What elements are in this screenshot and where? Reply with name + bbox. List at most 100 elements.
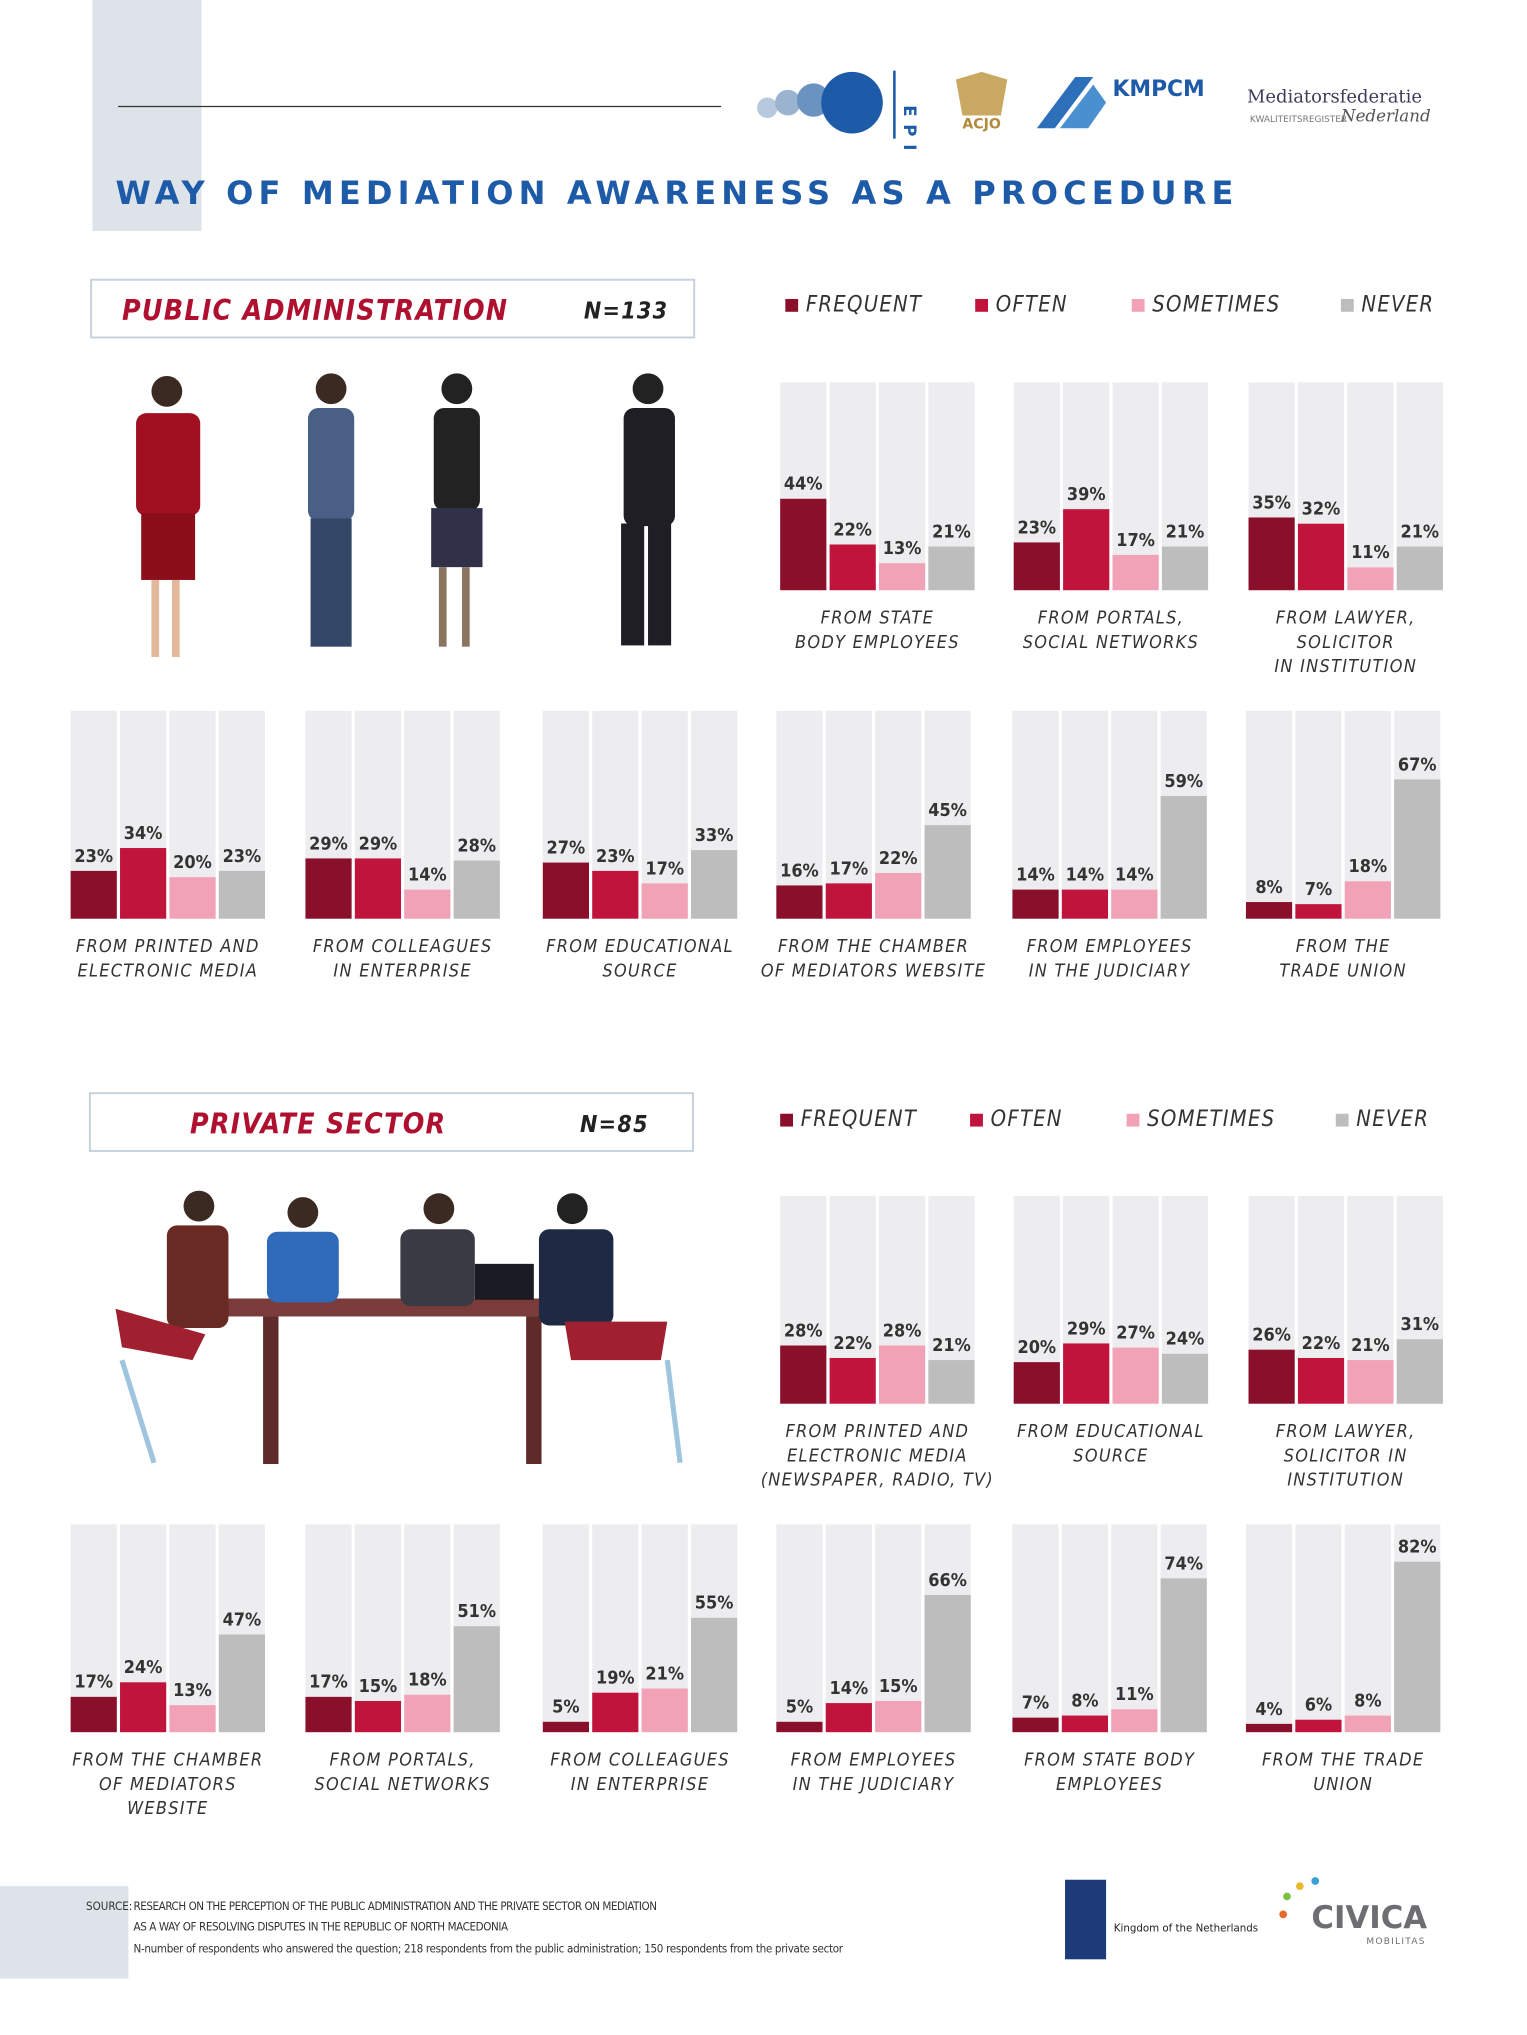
value-label: 59%	[1164, 771, 1203, 792]
bar	[1013, 542, 1060, 591]
value-label: 21%	[1400, 521, 1439, 542]
value-label: 23%	[74, 846, 113, 867]
chart-title: SOLICITOR	[1297, 632, 1395, 653]
value-label: 7%	[1022, 1693, 1049, 1714]
value-label: 23%	[1017, 517, 1056, 538]
value-label: 27%	[1116, 1322, 1155, 1343]
bar	[691, 1617, 738, 1733]
bar-background	[1012, 1524, 1059, 1733]
value-label: 20%	[1017, 1337, 1056, 1358]
bar-background	[169, 1524, 216, 1733]
value-label: 17%	[645, 858, 684, 879]
value-label: 14%	[408, 864, 447, 885]
legend-label: SOMETIMES	[1152, 292, 1280, 317]
chart-title: SOURCE	[602, 960, 677, 981]
section-title: PUBLIC ADMINISTRATION	[122, 294, 508, 327]
value-label: 31%	[1400, 1314, 1439, 1335]
bar-background	[1344, 1524, 1391, 1733]
legend-label: OFTEN	[996, 292, 1068, 317]
bar	[928, 546, 975, 591]
legend-label: NEVER	[1356, 1107, 1429, 1132]
bar	[169, 877, 216, 919]
bar	[1161, 1353, 1209, 1404]
legend-swatch	[975, 298, 989, 312]
chart-title: SOLICITOR IN	[1284, 1445, 1408, 1466]
chart-title: WEBSITE	[127, 1798, 208, 1819]
value-label: 29%	[359, 833, 398, 854]
value-label: 28%	[457, 835, 496, 856]
source-line: AS A WAY OF RESOLVING DISPUTES IN THE RE…	[133, 1920, 509, 1934]
value-label: 17%	[1116, 530, 1155, 551]
chart-title: IN THE JUDICIARY	[1029, 960, 1191, 981]
meeting-illustration	[115, 1190, 683, 1465]
chart-title: IN ENTERPRISE	[571, 1774, 709, 1795]
bar	[453, 1626, 500, 1733]
value-label: 47%	[223, 1609, 262, 1630]
value-label: 26%	[1252, 1325, 1291, 1346]
value-label: 13%	[173, 1680, 212, 1701]
value-label: 7%	[1305, 879, 1332, 900]
value-label: 15%	[359, 1676, 398, 1697]
chart-title: FROM THE CHAMBER	[778, 936, 969, 957]
chart-title: (NEWSPAPER, RADIO, TV)	[761, 1470, 994, 1491]
bar	[542, 1721, 589, 1733]
value-label: 22%	[879, 848, 918, 869]
value-label: 34%	[124, 823, 163, 844]
bar	[1012, 1717, 1059, 1733]
bar	[641, 883, 688, 919]
bar-background	[1111, 1524, 1158, 1733]
chart-title: FROM THE	[1296, 936, 1391, 957]
bar	[924, 1594, 971, 1733]
chart-title: FROM LAWYER,	[1276, 1421, 1416, 1442]
chart-title: FROM LAWYER,	[1276, 607, 1416, 628]
chart-title: OF MEDIATORS	[99, 1774, 237, 1795]
value-label: 16%	[780, 860, 819, 881]
value-label: 14%	[1115, 864, 1154, 885]
bar	[1061, 889, 1109, 919]
legend-label: FREQUENT	[806, 292, 923, 317]
value-label: 33%	[695, 825, 734, 846]
value-label: 29%	[309, 833, 348, 854]
chart-title: OF MEDIATORS WEBSITE	[761, 960, 986, 981]
source-label: SOURCE:	[86, 1899, 132, 1913]
bar	[1248, 517, 1295, 591]
bar-background	[1061, 1524, 1109, 1733]
value-label: 22%	[833, 519, 872, 540]
chart-title: FROM COLLEAGUES	[550, 1749, 730, 1770]
value-label: 6%	[1305, 1695, 1332, 1716]
bar	[1396, 546, 1443, 591]
chart-title: INSTITUTION	[1287, 1470, 1404, 1491]
chart-title: FROM THE CHAMBER	[72, 1749, 263, 1770]
bar	[1295, 1719, 1342, 1733]
bar-background	[404, 710, 451, 919]
value-label: 22%	[1302, 1333, 1341, 1354]
bar	[1297, 523, 1345, 591]
bar	[1160, 796, 1207, 919]
value-label: 8%	[1255, 877, 1282, 898]
bar	[70, 870, 117, 919]
bar-background	[825, 1524, 872, 1733]
value-label: 4%	[1255, 1699, 1282, 1720]
bar	[878, 563, 926, 591]
chart-title: UNION	[1313, 1774, 1373, 1795]
mf-bottom: Nederland	[1340, 106, 1431, 125]
value-label: 8%	[1071, 1690, 1098, 1711]
value-label: 32%	[1302, 499, 1341, 520]
legend-label: NEVER	[1361, 292, 1434, 317]
bar	[120, 1682, 167, 1733]
chart-title: FROM EDUCATIONAL	[1017, 1421, 1205, 1442]
bar-background	[1245, 710, 1293, 919]
bar	[825, 1703, 872, 1733]
mf-register: KWALITEITSREGISTER	[1250, 115, 1347, 125]
bar	[1245, 902, 1293, 919]
value-label: 13%	[883, 538, 922, 559]
value-label: 14%	[1066, 864, 1105, 885]
value-label: 17%	[74, 1672, 113, 1693]
section-n: N=85	[580, 1112, 649, 1138]
value-label: 82%	[1398, 1537, 1437, 1558]
chart-title: SOCIAL NETWORKS	[1023, 632, 1199, 653]
value-label: 18%	[1349, 856, 1388, 877]
bar	[776, 885, 823, 919]
value-label: 67%	[1398, 754, 1437, 775]
netherlands-emblem	[1065, 1879, 1107, 1960]
